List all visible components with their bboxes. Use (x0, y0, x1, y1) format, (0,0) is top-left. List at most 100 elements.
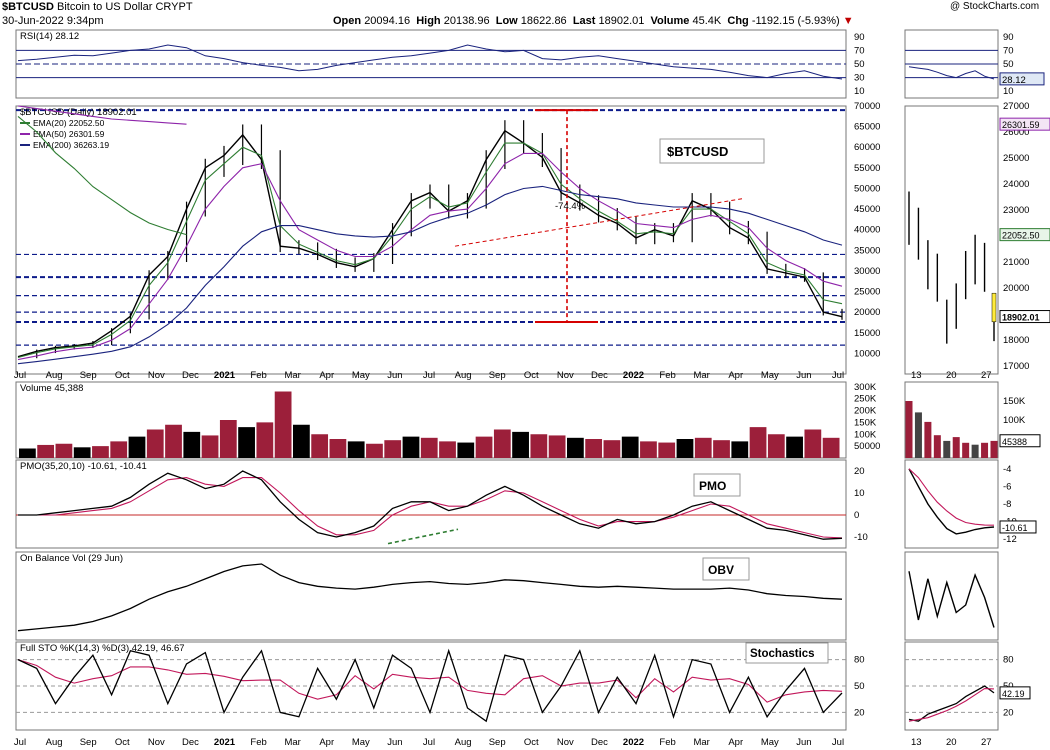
volume-bar (402, 436, 420, 458)
pmo-tick-label: 10 (854, 488, 865, 499)
volume-bar (786, 436, 803, 458)
bottom-x-axis-label: Nov (557, 737, 574, 748)
exchange-label: CRYPT (155, 1, 193, 13)
price-tick-label: 40000 (854, 225, 880, 236)
stoch-tick-label: 80 (854, 655, 865, 666)
inset-price-tick-label: 25000 (1003, 153, 1029, 164)
inset-volume-bar (905, 401, 913, 458)
stoch-last-box (999, 686, 1031, 700)
x-axis-label: Oct (524, 370, 539, 381)
bottom-x-axis-label: May (761, 737, 779, 748)
volume-label: Volume (650, 15, 690, 27)
volume-bar (548, 435, 566, 458)
low-label: Low (495, 15, 518, 27)
volume-bar (384, 440, 402, 458)
x-axis-label: Feb (659, 370, 675, 381)
down-arrow-icon: ▼ (842, 15, 854, 27)
volume-bar (585, 439, 603, 458)
volume-bar (621, 436, 639, 458)
pmo-title: PMO(35,20,10) -10.61, -10.41 (20, 461, 147, 472)
x-axis-label: Jun (387, 370, 402, 381)
x-axis-label: Jul (14, 370, 26, 381)
inset-frame-pmo (904, 459, 999, 549)
price-tick-label: 35000 (854, 245, 880, 256)
obv-label-box (702, 557, 750, 581)
x-axis-label: Jul (423, 370, 435, 381)
rsi-inset-tick-label: 90 (1003, 32, 1014, 43)
inset-pmo-tick-label: -6 (1003, 481, 1011, 492)
legend-entry: EMA(200) 36263.19 (33, 140, 109, 150)
volume-bar (55, 443, 73, 458)
price-tick-label: 20000 (854, 307, 880, 318)
bottom-x-axis-label: Dec (591, 737, 608, 748)
volume-bar (767, 434, 785, 458)
volume-bar (329, 439, 347, 458)
x-axis-label: Apr (728, 370, 743, 381)
rsi-line (17, 44, 843, 80)
x-axis-label: Sep (80, 370, 97, 381)
inset-volume-bar (933, 435, 941, 458)
rsi-inset-tick-label: 10 (1003, 86, 1014, 97)
ema50-last-value: 26301.59 (1002, 120, 1040, 130)
volume-bar (475, 436, 493, 458)
high-label: High (416, 15, 441, 27)
volume-bar (713, 440, 730, 458)
stoch-k-line (17, 648, 843, 723)
inset-price-tick-label: 20000 (1003, 283, 1029, 294)
stoch-label-text: Stochastics (750, 648, 815, 660)
inset-obv-line (908, 571, 995, 628)
volume-bar (146, 429, 164, 458)
volume-tick-label: 250K (854, 394, 877, 405)
volume-bar (256, 422, 274, 458)
stoch-tick-label: 20 (854, 707, 865, 718)
volume-bar (92, 446, 109, 458)
bottom-x-axis-label: Sep (489, 737, 506, 748)
inset-pmo-signal (908, 468, 995, 526)
x-axis-label: Aug (455, 370, 472, 381)
volume-bar (274, 391, 292, 458)
volume-bar (128, 436, 146, 458)
x-axis-label: May (352, 370, 370, 381)
pmo-tick-label: 0 (854, 510, 859, 521)
volume-tick-label: 200K (854, 406, 877, 417)
security-name: Bitcoin to US Dollar (57, 1, 153, 13)
inset-volume-bar (962, 442, 970, 458)
rsi-tick-label: 30 (854, 73, 865, 84)
inset-price-tick-label: 17000 (1003, 361, 1029, 372)
bottom-x-axis-label: Mar (284, 737, 300, 748)
inset-price-tick-label: 26000 (1003, 127, 1029, 138)
x-axis-label: Dec (182, 370, 199, 381)
volume-bar (219, 420, 237, 458)
inset-x-axis-label: 13 (911, 370, 922, 381)
inset-volume-tick-label: 100K (1003, 415, 1026, 426)
bottom-x-axis-label: Jun (796, 737, 811, 748)
volume-bar (676, 439, 694, 458)
ema50-last-box (999, 117, 1050, 131)
low-value: 18622.86 (520, 15, 567, 27)
x-axis-label: Nov (557, 370, 574, 381)
inset-volume-bar (943, 440, 951, 458)
x-axis-label: Sep (489, 370, 506, 381)
rsi-tick-label: 70 (854, 45, 865, 56)
volume-bar (238, 427, 255, 458)
rsi-inset-tick-label: 50 (1003, 59, 1014, 70)
volume-bar (347, 441, 365, 458)
x-axis-label: Mar (284, 370, 300, 381)
volume-bar (694, 437, 712, 458)
bottom-x-axis-label: 2022 (623, 737, 644, 748)
volume-bar (640, 441, 657, 458)
volume-bar (804, 429, 822, 458)
bottom-inset-x-axis-label: 27 (981, 737, 992, 748)
inset-volume-bar (914, 412, 922, 458)
bottom-x-axis-label: Jul (14, 737, 26, 748)
x-axis-label: 2021 (214, 370, 236, 381)
x-axis-label: Feb (250, 370, 266, 381)
obv-label-text: OBV (708, 563, 734, 577)
inset-price-tick-label: 21000 (1003, 257, 1029, 268)
bottom-x-axis-label: Jul (832, 737, 844, 748)
volume-bar (658, 442, 676, 458)
price-tick-label: 45000 (854, 204, 880, 215)
rsi-last-value: 28.12 (1002, 75, 1026, 86)
obv-title: On Balance Vol (29 Jun) (20, 553, 123, 564)
